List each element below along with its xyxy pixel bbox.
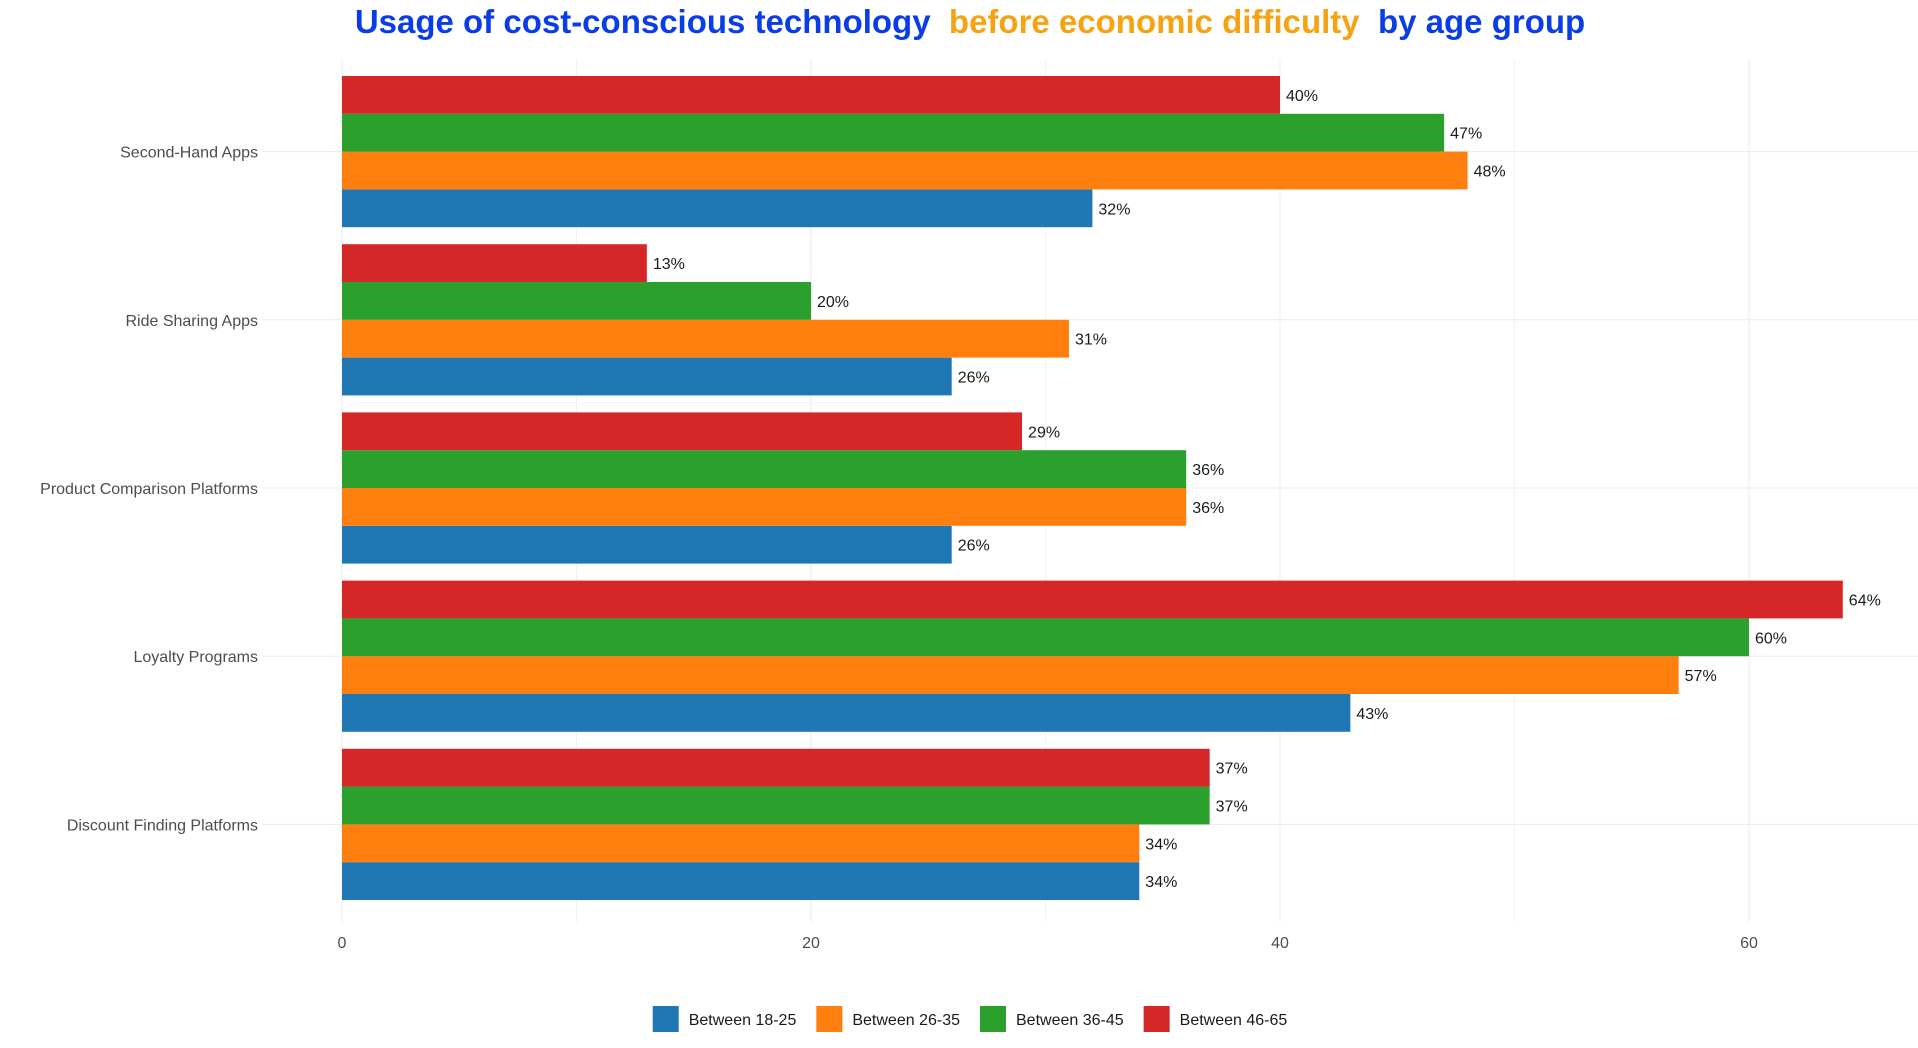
bar-between-36-45 xyxy=(342,282,811,320)
bar-between-46-65 xyxy=(342,748,1210,787)
legend-label: Between 26-35 xyxy=(852,1012,960,1029)
bar-between-46-65 xyxy=(342,412,1023,451)
title-segment: by age group xyxy=(1360,3,1586,40)
data-label: 37% xyxy=(1216,799,1248,816)
legend-item: Between 26-35 xyxy=(816,1006,960,1032)
bars-layer xyxy=(342,76,1843,900)
legend-label: Between 18-25 xyxy=(689,1012,797,1029)
y-tick-label: Loyalty Programs xyxy=(134,649,259,666)
title-segment: before economic difficulty xyxy=(931,3,1361,40)
bar-between-26-35 xyxy=(342,824,1140,863)
data-label: 47% xyxy=(1450,126,1482,143)
data-label: 31% xyxy=(1075,332,1107,349)
x-tick-label: 0 xyxy=(338,935,347,952)
x-tick-label: 60 xyxy=(1740,935,1758,952)
legend-swatch xyxy=(652,1006,679,1032)
y-tick-label: Ride Sharing Apps xyxy=(125,313,258,330)
data-label: 36% xyxy=(1192,500,1224,517)
bar-between-36-45 xyxy=(342,786,1210,825)
bar-between-26-35 xyxy=(342,319,1069,358)
data-label: 34% xyxy=(1145,874,1177,891)
legend: Between 18-25 Between 26-35 Between 36-45 B… xyxy=(652,1006,1288,1032)
data-label: 32% xyxy=(1098,201,1130,218)
bar-between-18-25 xyxy=(342,525,952,564)
chart-title: Usage of cost-conscious technology befor… xyxy=(355,3,1585,40)
data-label: 29% xyxy=(1028,424,1060,441)
y-tick-label: Second-Hand Apps xyxy=(120,145,258,162)
bar-between-46-65 xyxy=(342,580,1843,619)
data-labels-layer: 32% 48% 47% 40% 26% 31% 20% 13% 26% 36% 36% 29% 43% 5… xyxy=(653,88,1881,891)
data-label: 34% xyxy=(1145,836,1177,853)
title-segment: Usage of cost-conscious technology xyxy=(355,3,931,40)
data-label: 60% xyxy=(1755,630,1787,647)
y-tick-label: Discount Finding Platforms xyxy=(67,817,258,834)
legend-swatch xyxy=(980,1006,1006,1032)
data-label: 26% xyxy=(958,370,990,387)
x-tick-label: 20 xyxy=(802,935,820,952)
legend-item: Between 36-45 xyxy=(980,1006,1124,1032)
data-label: 57% xyxy=(1685,668,1717,685)
legend-swatch xyxy=(816,1006,843,1032)
data-label: 37% xyxy=(1216,761,1248,778)
bar-between-46-65 xyxy=(342,244,647,282)
bar-between-36-45 xyxy=(342,618,1749,657)
bar-between-18-25 xyxy=(342,862,1140,900)
legend-item: Between 46-65 xyxy=(1143,1006,1288,1032)
data-label: 13% xyxy=(653,256,685,273)
data-label: 64% xyxy=(1849,593,1881,610)
legend-label: Between 46-65 xyxy=(1180,1012,1288,1029)
bar-between-18-25 xyxy=(342,357,952,396)
legend-swatch xyxy=(1143,1006,1170,1032)
y-tick-label: Product Comparison Platforms xyxy=(40,481,258,498)
x-tick-label: 40 xyxy=(1271,935,1289,952)
bar-between-26-35 xyxy=(342,151,1468,190)
data-label: 20% xyxy=(817,294,849,311)
bar-between-18-25 xyxy=(342,189,1093,228)
legend-item: Between 18-25 xyxy=(652,1006,797,1032)
data-label: 36% xyxy=(1192,462,1224,479)
legend-label: Between 36-45 xyxy=(1016,1012,1124,1029)
bar-between-26-35 xyxy=(342,488,1187,526)
axis-layer: Second-Hand Apps Ride Sharing Apps Product… xyxy=(40,145,1758,952)
data-label: 40% xyxy=(1286,88,1318,105)
bar-between-26-35 xyxy=(342,656,1679,694)
bar-between-46-65 xyxy=(342,76,1280,114)
data-label: 26% xyxy=(958,538,990,555)
data-label: 43% xyxy=(1356,706,1388,723)
data-label: 48% xyxy=(1474,164,1506,181)
bar-between-36-45 xyxy=(342,113,1445,152)
bar-between-36-45 xyxy=(342,450,1187,488)
bar-between-18-25 xyxy=(342,694,1351,732)
